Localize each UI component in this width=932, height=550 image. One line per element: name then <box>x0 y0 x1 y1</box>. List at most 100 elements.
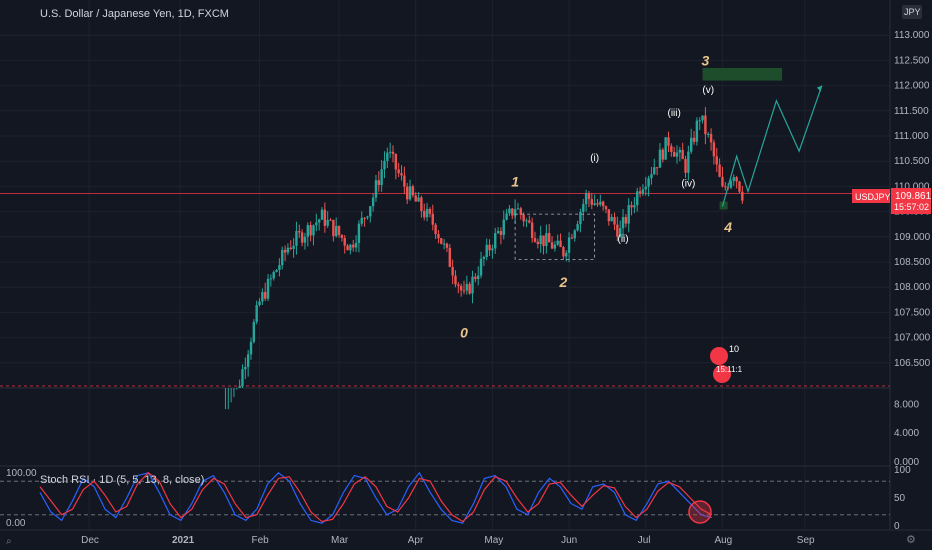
stoch-right-tick: 100 <box>894 465 911 476</box>
candle-body <box>442 243 446 245</box>
candle-body <box>536 241 540 245</box>
candle-body <box>437 234 440 239</box>
candle-body <box>371 197 375 207</box>
wave-label: 1 <box>511 173 519 189</box>
price-tick-label: 107.500 <box>894 307 931 318</box>
candle-body <box>477 275 480 280</box>
candle-body <box>587 193 591 200</box>
candle-body <box>576 224 579 231</box>
candle-body <box>499 231 503 235</box>
currency-badge[interactable] <box>902 5 922 19</box>
candle-body <box>428 208 432 214</box>
candle-body <box>238 386 241 388</box>
candle-body <box>286 247 290 253</box>
projection-arrowhead <box>816 85 822 92</box>
candle-body <box>718 164 721 177</box>
candle-body <box>317 219 321 223</box>
candle-body <box>281 249 284 266</box>
candle-body <box>721 176 724 187</box>
candle-body <box>511 208 514 216</box>
candle-body <box>619 228 622 237</box>
stoch-highlight-circle <box>688 500 712 524</box>
candle-body <box>670 145 673 152</box>
price-tick-label: 107.000 <box>894 333 931 344</box>
candle-body <box>440 238 443 244</box>
stoch-series-line <box>39 471 713 523</box>
candle-body <box>653 167 656 175</box>
candle-body <box>468 283 471 294</box>
badge-time: 15:11:1 <box>716 365 743 374</box>
candle-body <box>329 219 332 221</box>
candle-body <box>556 240 559 245</box>
time-tick-label: Jun <box>561 535 577 546</box>
candle-body <box>420 197 423 212</box>
wave-label: 2 <box>559 274 568 290</box>
candle-body <box>292 245 295 250</box>
candle-body <box>283 249 287 253</box>
candle-body <box>650 174 653 179</box>
currency-badge-label: JPY <box>904 7 921 17</box>
candle-body <box>533 238 537 242</box>
time-tick-label: Sep <box>797 535 815 546</box>
candle-body <box>519 208 522 215</box>
candle-body <box>363 217 366 219</box>
candle-body <box>681 149 684 160</box>
candle-body <box>505 213 508 220</box>
last-price-label: 109.861 <box>895 191 932 202</box>
candle-body <box>667 137 670 146</box>
candle-body <box>545 233 548 247</box>
candle-body <box>400 173 403 176</box>
candle-body <box>692 137 696 142</box>
candle-body <box>352 244 355 248</box>
candle-body <box>678 149 682 153</box>
candle-body <box>323 209 327 226</box>
candle-body <box>502 219 505 235</box>
candle-body <box>630 205 633 208</box>
candle-body <box>394 153 398 170</box>
candle-body <box>735 177 738 182</box>
candle-body <box>406 186 409 200</box>
candle-body <box>522 214 525 222</box>
candle-body <box>383 160 386 170</box>
candle-body <box>684 159 687 173</box>
candle-body <box>275 269 278 272</box>
candle-body <box>289 247 292 250</box>
candle-body <box>454 275 457 285</box>
candle-body <box>565 252 568 257</box>
projection-path <box>721 85 823 207</box>
candle-body <box>596 203 599 205</box>
candle-body <box>278 265 281 270</box>
candle-body <box>448 247 451 267</box>
candle-body <box>326 219 329 226</box>
zoom-icon[interactable]: ⌕ <box>6 536 12 547</box>
time-tick-label: Dec <box>81 535 99 546</box>
candle-body <box>408 186 412 200</box>
candle-body <box>269 278 273 280</box>
settings-icon[interactable]: ⚙ <box>906 534 916 546</box>
wave-label: (v) <box>702 85 714 96</box>
candle-body <box>485 244 488 257</box>
candle-body <box>465 283 469 291</box>
candle-body <box>462 290 466 292</box>
candle-body <box>613 216 616 225</box>
alert-icon[interactable] <box>710 347 728 365</box>
candle-body <box>539 235 542 245</box>
alert-icon[interactable] <box>713 365 731 383</box>
candle-body <box>374 180 378 198</box>
candle-body <box>272 271 275 279</box>
candle-body <box>354 242 358 248</box>
candle-body <box>513 209 517 216</box>
time-tick-label: Feb <box>252 535 270 546</box>
candle-body <box>530 222 534 239</box>
chart-title: U.S. Dollar / Japanese Yen, 1D, FXCM <box>40 8 229 20</box>
candle-body <box>241 369 244 387</box>
badge-value: 10 <box>729 344 739 354</box>
candle-body <box>335 225 338 237</box>
candle-body <box>729 180 733 188</box>
candle-body <box>655 167 659 169</box>
candle-body <box>579 211 582 225</box>
candle-body <box>445 243 449 248</box>
candle-body <box>255 305 258 322</box>
